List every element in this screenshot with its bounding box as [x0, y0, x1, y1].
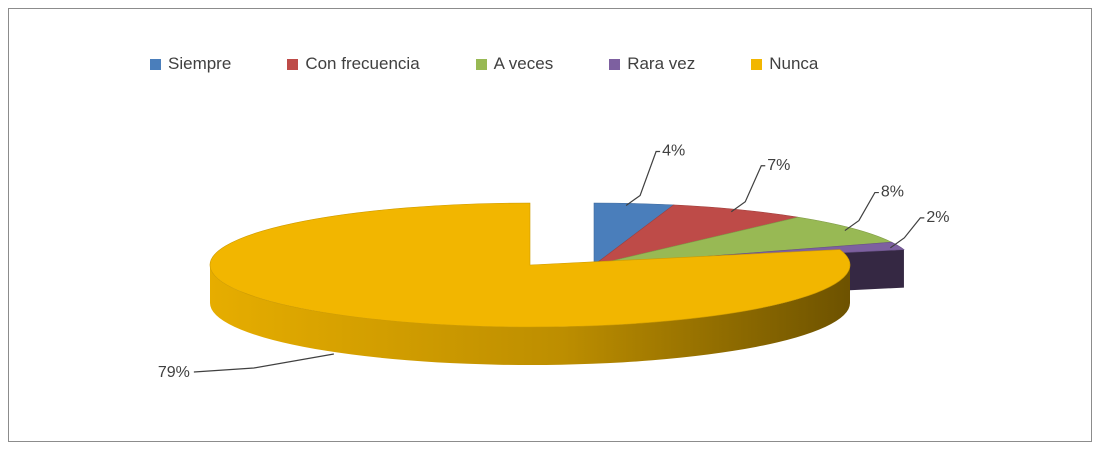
data-label-con-frecuencia: 7%: [767, 157, 790, 174]
legend-swatch-siempre: [150, 58, 161, 70]
legend-swatch-con-frecuencia: [287, 58, 299, 70]
legend-item-con-frecuencia: Con frecuencia: [287, 54, 420, 74]
leader-line-a-veces: [844, 191, 879, 232]
slice-front-walls: [210, 265, 850, 365]
legend-swatch-rara-vez: [609, 58, 621, 70]
legend: Siempre Con frecuencia A veces Rara vez …: [150, 50, 818, 78]
data-labels: 4% 7% 8% 2% 79%: [158, 142, 950, 381]
slice-con-frecuencia: [593, 204, 799, 266]
leader-line-rara-vez: [889, 217, 925, 249]
legend-label-a-veces: A veces: [493, 54, 554, 73]
data-label-nunca: 79%: [158, 364, 190, 381]
slice-wall-nunca: [210, 265, 850, 365]
data-label-rara-vez: 2%: [926, 209, 949, 226]
legend-label-con-frecuencia: Con frecuencia: [305, 54, 420, 73]
leader-line-con-frecuencia: [730, 165, 766, 213]
leader-line-siempre: [625, 150, 661, 206]
data-label-a-veces: 8%: [881, 184, 904, 201]
slice-tops: [209, 202, 905, 328]
legend-swatch-a-veces: [475, 58, 487, 70]
slice-nunca: [209, 202, 851, 328]
legend-item-nunca: Nunca: [751, 54, 818, 74]
leader-line-nunca: [193, 353, 334, 373]
legend-item-siempre: Siempre: [150, 54, 231, 74]
legend-swatch-nunca: [751, 58, 763, 70]
legend-item-rara-vez: Rara vez: [609, 54, 695, 74]
slice-a-veces: [593, 216, 893, 266]
chart-frame: [8, 8, 1092, 442]
legend-item-a-veces: A veces: [475, 54, 554, 74]
legend-label-nunca: Nunca: [769, 54, 819, 73]
legend-label-siempre: Siempre: [168, 54, 232, 73]
data-label-siempre: 4%: [662, 142, 685, 159]
legend-label-rara-vez: Rara vez: [627, 54, 696, 73]
